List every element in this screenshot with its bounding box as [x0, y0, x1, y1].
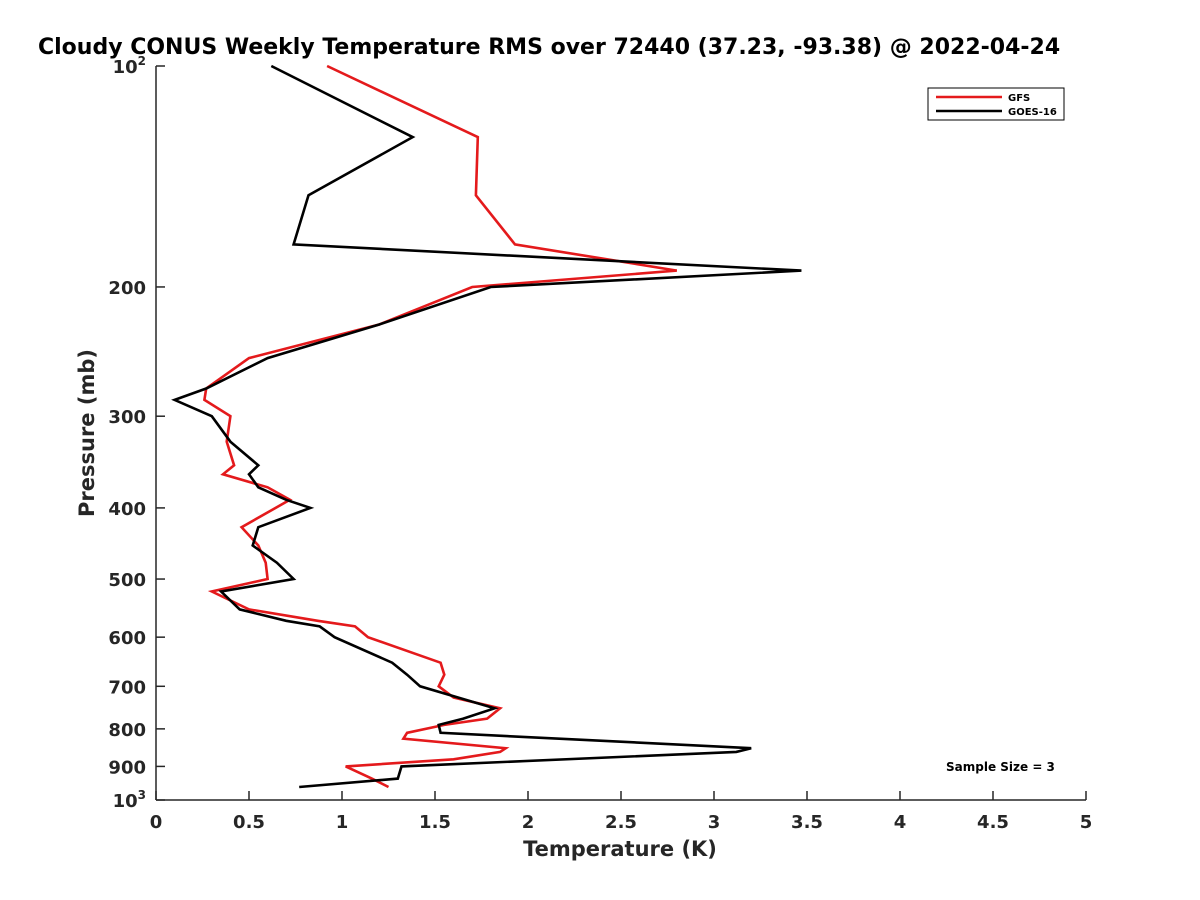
y-tick-label: 103 [113, 788, 146, 812]
legend-label-gfs: GFS [1008, 93, 1030, 104]
y-tick-label: 300 [108, 407, 146, 428]
legend: GFS GOES-16 [927, 87, 1065, 121]
x-axis-label: Temperature (K) [523, 837, 717, 861]
x-tick-label: 4.5 [977, 812, 1009, 833]
series-line-goes16 [171, 64, 802, 789]
x-tick-label: 5 [1080, 812, 1093, 833]
y-tick-label: 900 [108, 757, 146, 778]
legend-label-goes16: GOES-16 [1008, 107, 1057, 118]
y-tick-label: 600 [108, 628, 146, 649]
y-axis-label: Pressure (mb) [75, 349, 99, 517]
x-tick-label: 0 [150, 812, 163, 833]
y-tick-label: 200 [108, 278, 146, 299]
legend-box [927, 87, 1065, 121]
x-tick-label: 3.5 [791, 812, 823, 833]
x-tick-label: 4 [894, 812, 907, 833]
axes-layer: 0 0.5 1 1.5 2 2.5 3 3.5 4 4.5 5 102 200 300 400 500 600 7… [108, 54, 1092, 833]
sample-size-annotation: Sample Size = 3 [946, 760, 1055, 774]
x-tick-label: 3 [708, 812, 721, 833]
x-tick-label: 1 [336, 812, 349, 833]
x-tick-label: 0.5 [233, 812, 265, 833]
y-tick-label: 102 [113, 54, 146, 78]
y-tick-label: 400 [108, 499, 146, 520]
y-tick-label: 700 [108, 677, 146, 698]
x-tick-label: 1.5 [419, 812, 451, 833]
y-tick-label: 800 [108, 720, 146, 741]
series-layer [171, 64, 802, 789]
chart-title: Cloudy CONUS Weekly Temperature RMS over… [38, 35, 1060, 60]
x-tick-label: 2 [522, 812, 535, 833]
series-line-gfs [202, 64, 678, 789]
y-tick-label: 500 [108, 570, 146, 591]
x-tick-label: 2.5 [605, 812, 637, 833]
